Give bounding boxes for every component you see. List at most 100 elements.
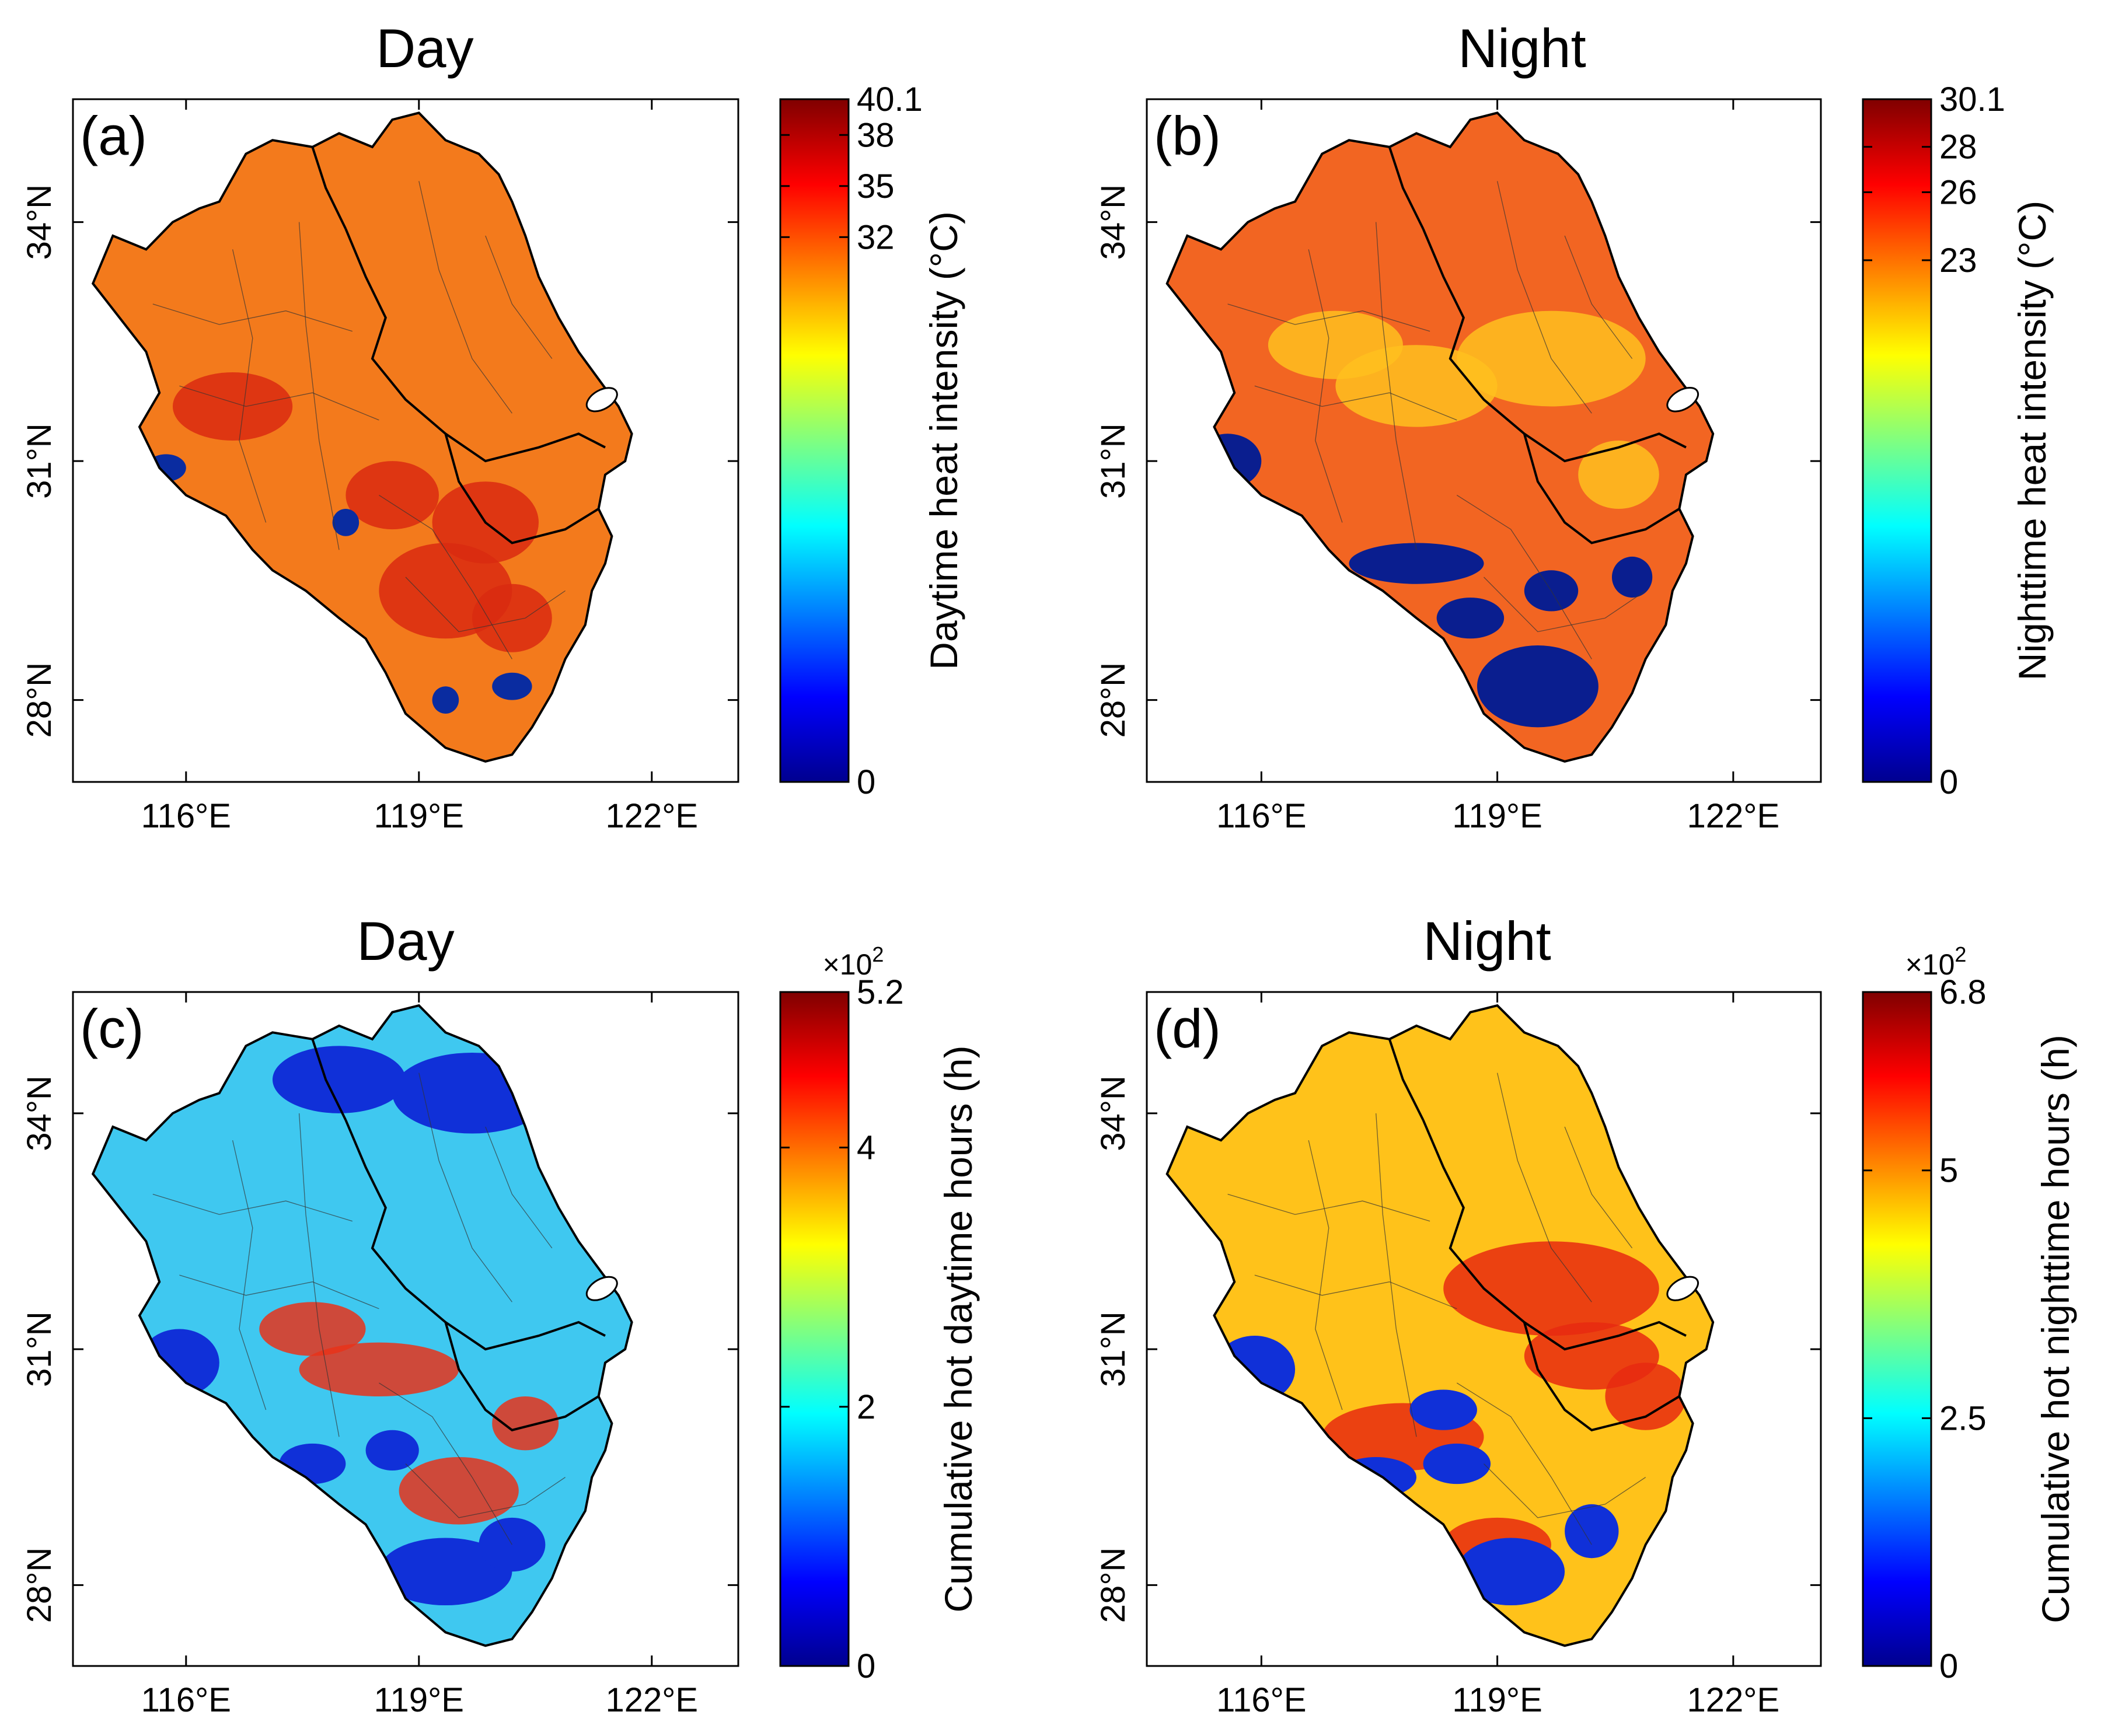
x-tick-label: 119°E [374,797,464,835]
province-border [1523,1322,1680,1431]
panel-label: (a) [80,105,147,166]
county-boundary [1308,1140,1343,1410]
panel-label: (d) [1154,998,1221,1059]
colorbar-tick-label: 0 [1939,763,1958,801]
panel-title: Day [376,18,473,79]
x-tick-label: 122°E [1687,797,1780,835]
colorbar-tick-label: 5.2 [857,973,904,1011]
province-border [1388,1039,1425,1121]
province-border [344,1119,606,1351]
cold-patch [1349,543,1484,584]
colorbar: 5.2 4 2 0 Cumulative hot daytime hours (h) ×1… [779,942,980,1685]
cold-patch [1457,1538,1565,1606]
county-boundary [1484,1463,1646,1518]
cold-patch [1436,598,1505,639]
colorbar-label: Cumulative hot nighttime hours (h) [2034,1035,2077,1623]
colorbar-gradient [779,991,850,1667]
y-tick-label: 34°N [1094,184,1132,260]
county-boundary [1376,1113,1417,1437]
y-tick-label: 34°N [20,1075,58,1151]
colorbar-tick-label: 38 [857,116,895,154]
x-tick-label: 119°E [1452,1681,1542,1719]
cold-patch [1423,1443,1491,1484]
y-tick-label: 31°N [1094,1311,1132,1387]
hotspot [1268,310,1403,379]
colorbar-label: Daytime heat intensity (°C) [922,211,965,670]
colorbar-multiplier: ×102 [823,942,884,981]
hotspot [345,461,439,530]
colorbar-tick-label: 0 [857,1647,875,1685]
x-tick-label: 116°E [141,1681,231,1719]
county-boundary [152,303,353,332]
county-boundary [179,385,379,421]
county-boundary [1254,385,1457,421]
county-boundary [1564,1126,1633,1249]
cold-patch [1409,1389,1477,1430]
county-boundary [1308,249,1343,523]
region-outline [91,1004,633,1647]
region-outline [1165,1004,1715,1647]
county-boundary [1496,1073,1592,1302]
colorbar-gradient [779,98,850,783]
river-estuary [1666,387,1699,413]
county-boundary [1564,235,1633,359]
county-boundary [298,222,340,550]
county-boundary [418,181,512,414]
y-tick-label: 31°N [1094,423,1132,499]
county-boundary [298,1113,340,1437]
county-boundary [179,1274,379,1309]
county-boundary [485,1126,553,1249]
colorbar-tick-label: 28 [1939,128,1977,166]
panel-title: Night [1423,910,1551,972]
hotspot [472,584,552,652]
x-tick-label: 119°E [1452,797,1542,835]
y-tick-label: 28°N [1094,662,1132,738]
colorbar-tick-label: 4 [857,1129,875,1167]
hotspot [259,1302,366,1356]
province-border [444,433,599,544]
cold-patch [1565,1504,1619,1559]
x-tick-label: 122°E [1687,1681,1780,1719]
hotspot [1605,1363,1686,1430]
province-border [311,1039,347,1121]
cold-patch [1611,556,1653,598]
county-boundary [232,1140,267,1410]
province-border [311,146,347,230]
hotspot [1443,1241,1659,1336]
y-tick-label: 28°N [1094,1548,1132,1623]
cold-patch [1477,645,1599,728]
cold-patch [492,672,532,700]
colorbar: 6.8 5 2.5 0 Cumulative hot nighttime hours (… [1862,942,2077,1685]
colorbar-tick-label: 30.1 [1939,81,2005,118]
panel-label: (c) [80,998,144,1059]
panel-b: Night (b) 116°E 119°E 122°E 34°N 31°N 28°N 30.1 2… [1094,18,2054,835]
x-tick-label: 119°E [374,1681,464,1719]
colorbar-tick-label: 23 [1939,242,1977,280]
panel-c: Day (c) 116°E 119°E 122°E 34°N 31°N 28°N 5.2 4 2 0 C… [20,910,980,1719]
cold-patch [273,1046,406,1113]
county-boundary [405,577,566,633]
y-tick-label: 31°N [20,423,58,499]
province-border [1422,228,1687,463]
hotspot [1578,441,1659,509]
colorbar-tick-label: 2 [857,1388,875,1426]
colorbar-tick-label: 0 [857,763,875,801]
colorbar-label: Cumulative hot daytime hours (h) [937,1045,980,1612]
river-estuary [585,387,618,413]
colorbar-tick-label: 5 [1939,1152,1958,1190]
hotspot [299,1342,459,1396]
panel-title: Day [357,910,454,972]
province-border [1422,1119,1687,1351]
cold-patch [365,1430,419,1471]
county-boundary [418,1073,512,1302]
cold-patch [332,509,360,536]
province-border [1523,433,1680,544]
colorbar-gradient [1862,991,1932,1667]
x-tick-label: 122°E [605,797,698,835]
county-boundary [405,1463,566,1518]
hotspot [399,1456,519,1525]
county-boundary [1254,1274,1457,1309]
province-border [1388,146,1425,230]
county-boundary [1376,222,1417,550]
